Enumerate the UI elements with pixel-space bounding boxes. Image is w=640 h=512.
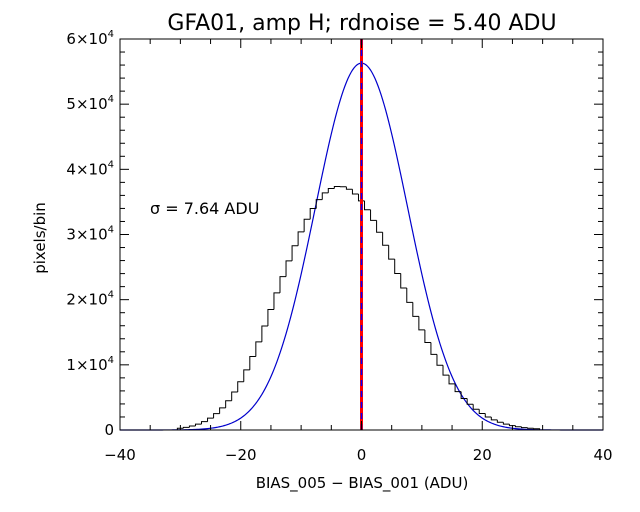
y-tick-exponent: 4 — [108, 290, 114, 301]
histogram-bin — [370, 209, 377, 221]
y-tick-mantissa: 2×10 — [66, 291, 107, 309]
histogram-bin — [388, 245, 395, 260]
histogram-bin — [231, 391, 238, 401]
histogram-bin — [527, 427, 534, 429]
histogram-bin — [436, 354, 444, 366]
histogram-bin — [424, 329, 431, 344]
histogram-bin — [225, 400, 232, 408]
histogram-bin — [472, 404, 480, 410]
histogram-bin — [382, 232, 389, 246]
histogram-bin — [213, 413, 220, 419]
sigma-value: = 7.64 ADU — [160, 199, 259, 218]
histogram-bin — [243, 369, 250, 382]
histogram-bin — [309, 207, 317, 220]
x-tick-label: 40 — [593, 446, 612, 464]
histogram-bin — [327, 188, 335, 193]
histogram-bin — [412, 302, 419, 317]
histogram-bin — [255, 341, 262, 357]
histogram-bin — [321, 192, 329, 200]
sigma-symbol: σ — [150, 199, 160, 218]
histogram-bin — [182, 426, 190, 429]
histogram-bin — [201, 421, 208, 425]
histogram-bin — [364, 200, 371, 211]
y-tick-mantissa: 4×10 — [66, 160, 107, 178]
x-tick-label: 20 — [473, 446, 492, 464]
histogram-series — [176, 185, 541, 430]
y-tick-exponent: 4 — [108, 159, 114, 170]
y-tick-mantissa: 6×10 — [66, 30, 107, 48]
y-tick-exponent: 4 — [108, 29, 114, 40]
y-tick-mantissa: 3×10 — [66, 226, 107, 244]
histogram-bin — [502, 422, 510, 425]
y-tick-label: 0 — [104, 421, 114, 439]
histogram-bin — [514, 425, 522, 428]
x-tick-label: 0 — [357, 446, 367, 464]
histogram-bin — [400, 273, 407, 289]
histogram-bin — [303, 218, 311, 232]
histogram-bin — [478, 409, 486, 415]
histogram-bin — [249, 356, 256, 370]
y-tick-mantissa: 5×10 — [66, 95, 107, 113]
histogram-bin — [376, 220, 383, 233]
histogram-bin — [448, 375, 456, 385]
histogram-bin — [345, 186, 353, 190]
histogram-bin — [297, 231, 305, 246]
x-tick-label: −20 — [225, 446, 257, 464]
histogram-bin — [194, 423, 202, 427]
histogram-bin — [460, 391, 468, 399]
y-axis-label: pixels/bin — [31, 202, 49, 274]
histogram-bin — [442, 365, 450, 376]
x-axis-label: BIAS_005 − BIAS_001 (ADU) — [256, 474, 469, 493]
histogram-bin — [454, 383, 462, 393]
x-tick-label: −40 — [104, 446, 136, 464]
y-tick-label: 5×104 — [66, 94, 114, 113]
sigma-annotation: σ = 7.64 ADU — [150, 199, 259, 218]
y-tick-mantissa: 0 — [104, 421, 114, 439]
histogram-bin — [466, 398, 474, 405]
histogram-bin — [430, 342, 437, 355]
histogram-bin — [496, 419, 504, 423]
histogram-bin — [279, 276, 287, 293]
histogram-bin — [484, 413, 492, 418]
histogram-bin — [394, 259, 401, 274]
y-tick-exponent: 4 — [108, 94, 114, 105]
histogram-bin — [490, 417, 498, 421]
histogram-bin — [273, 292, 280, 310]
histogram-bin — [261, 325, 268, 342]
histogram-bin — [520, 426, 528, 429]
histogram-bin — [315, 199, 323, 209]
y-tick-label: 6×104 — [66, 29, 114, 48]
y-tick-label: 4×104 — [66, 159, 114, 178]
histogram-bin — [351, 189, 359, 195]
histogram-bin — [291, 245, 299, 261]
histogram-bin — [176, 427, 184, 430]
histogram-bin — [285, 260, 293, 277]
histogram-bin — [508, 424, 516, 427]
y-tick-label: 1×104 — [66, 355, 114, 374]
y-tick-mantissa: 1×10 — [66, 356, 107, 374]
histogram-bin — [418, 316, 425, 331]
y-tick-label: 2×104 — [66, 290, 114, 309]
chart-title: GFA01, amp H; rdnoise = 5.40 ADU — [167, 11, 556, 36]
histogram-bin — [267, 309, 274, 327]
histogram-bin — [533, 428, 541, 430]
y-tick-label: 3×104 — [66, 225, 114, 244]
histogram-bin — [188, 425, 196, 428]
histogram-bin — [237, 381, 244, 392]
histogram-bin — [207, 417, 214, 422]
histogram-bin — [406, 287, 413, 303]
y-tick-exponent: 4 — [108, 355, 114, 366]
histogram-bin — [219, 407, 226, 414]
histogram-bin — [333, 185, 341, 189]
x-axis: −40 −20 0 20 40 — [104, 39, 613, 464]
y-tick-exponent: 4 — [108, 225, 114, 236]
